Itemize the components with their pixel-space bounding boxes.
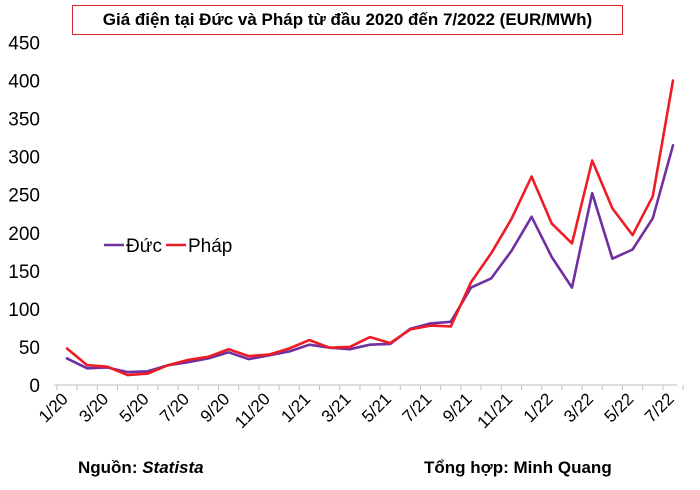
x-tick-label: 3/20 [75,389,112,426]
x-tick-label: 5/22 [601,389,638,426]
x-tick-label: 7/22 [641,389,678,426]
x-tick-label: 7/21 [399,389,436,426]
source-name: Statista [142,458,204,477]
y-axis-ticks: 0 50 100 150 200 250 300 350 400 450 [8,34,40,397]
x-tick-label: 5/20 [116,389,153,426]
axes [54,384,684,390]
legend: Đức Pháp [104,236,232,257]
x-tick-label: 5/21 [358,389,395,426]
x-tick-label: 3/22 [560,389,597,426]
source-note: Nguồn: Statista [78,458,204,478]
y-tick-label: 100 [8,300,40,321]
y-tick-label: 50 [19,338,40,359]
y-tick-label: 0 [29,376,40,397]
y-tick-label: 300 [8,148,40,169]
legend-label: Pháp [188,236,232,257]
y-tick-label: 250 [8,186,40,207]
series-line [65,79,675,377]
y-tick-label: 350 [8,110,40,131]
x-tick-label: 7/20 [156,389,193,426]
y-tick-label: 200 [8,224,40,245]
source-prefix: Nguồn: [78,458,138,477]
y-tick-label: 150 [8,262,40,283]
compiled-by-note: Tổng hợp: Minh Quang [424,458,612,477]
x-tick-label: 1/21 [277,389,314,426]
x-tick-label: 11/21 [474,389,517,432]
y-tick-label: 450 [8,34,40,55]
x-tick-label: 9/21 [439,389,476,426]
x-tick-label: 11/20 [231,389,274,432]
y-tick-label: 400 [8,72,40,93]
x-tick-label: 3/21 [318,389,355,426]
legend-label: Đức [126,236,162,257]
x-tick-label: 1/20 [35,389,72,426]
chart-title: Giá điện tại Đức và Pháp từ đầu 2020 đến… [72,5,623,35]
series-lines [65,79,675,377]
x-tick-label: 9/20 [197,389,234,426]
x-tick-label: 1/22 [520,389,557,426]
